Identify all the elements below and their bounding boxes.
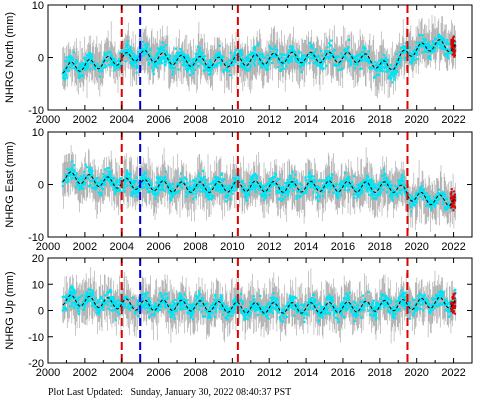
x-tick-label: 2020 [404,114,428,126]
x-tick-label: 2010 [220,241,244,253]
x-tick-label: 2016 [331,367,355,379]
y-axis-label: NHRG North (mm) [4,12,16,103]
y-tick-label: 10 [32,127,44,139]
x-tick-label: 2000 [36,367,60,379]
x-tick-label: 2008 [183,114,207,126]
x-tick-label: 2006 [146,241,170,253]
x-tick-label: 2016 [331,114,355,126]
x-tick-label: 2004 [109,367,133,379]
panel-0: 2000 2002 2004 2006 2008 2010 2012 2014 2016 2018… [4,0,473,126]
y-tick-label: 20 [32,253,44,265]
x-tick-label: 2006 [146,367,170,379]
y-tick-label: 10 [32,279,44,291]
recent-points [450,35,457,58]
y-tick-label: 0 [38,53,44,65]
x-tick-label: 2012 [257,241,281,253]
x-tick-label: 2018 [368,241,392,253]
x-tick-label: 2022 [441,241,465,253]
recent-points [449,292,457,315]
plot-area [61,145,457,232]
y-tick-label: -10 [28,332,44,344]
x-tick-label: 2020 [404,367,428,379]
panel-1: 2000 2002 2004 2006 2008 2010 2012 2014 2016 2018… [4,127,473,253]
x-tick-label: 2012 [257,114,281,126]
y-axis-label: NHRG Up (mm) [4,271,16,349]
x-tick-label: 2010 [220,114,244,126]
x-tick-label: 2014 [294,367,318,379]
plot-area [61,15,457,99]
footer-timestamp: Sunday, January 30, 2022 08:40:37 PST [130,387,292,398]
x-tick-label: 2014 [294,114,318,126]
panel-2: 2000 2002 2004 2006 2008 2010 2012 2014 2016 2018… [4,253,473,379]
x-tick-label: 2002 [73,241,97,253]
y-tick-label: 0 [38,306,44,318]
x-tick-label: 2000 [36,114,60,126]
y-tick-label: 0 [38,180,44,192]
x-tick-label: 2016 [331,241,355,253]
y-tick-label: -10 [28,105,44,117]
model-line [62,294,456,314]
y-tick-label: -10 [28,232,44,244]
x-tick-label: 2002 [73,367,97,379]
y-axis-label: NHRG East (mm) [4,141,16,227]
x-tick-label: 2006 [146,114,170,126]
x-tick-label: 2004 [109,241,133,253]
footer-label: Plot Last Updated: [48,387,123,398]
plot-last-updated-footer: Plot Last Updated: Sunday, January 30, 2… [48,387,291,398]
x-tick-label: 2014 [294,241,318,253]
x-tick-label: 2000 [36,241,60,253]
x-tick-label: 2008 [183,367,207,379]
x-tick-label: 2022 [441,114,465,126]
x-tick-label: 2010 [220,367,244,379]
x-tick-label: 2008 [183,241,207,253]
x-tick-label: 2018 [368,367,392,379]
y-tick-label: 10 [32,0,44,12]
x-tick-label: 2012 [257,367,281,379]
y-tick-label: -20 [28,358,44,370]
model-line [62,171,456,206]
x-tick-label: 2020 [404,241,428,253]
model-line [62,39,456,74]
x-tick-label: 2004 [109,114,133,126]
x-tick-label: 2002 [73,114,97,126]
x-tick-label: 2022 [441,367,465,379]
x-tick-label: 2018 [368,114,392,126]
